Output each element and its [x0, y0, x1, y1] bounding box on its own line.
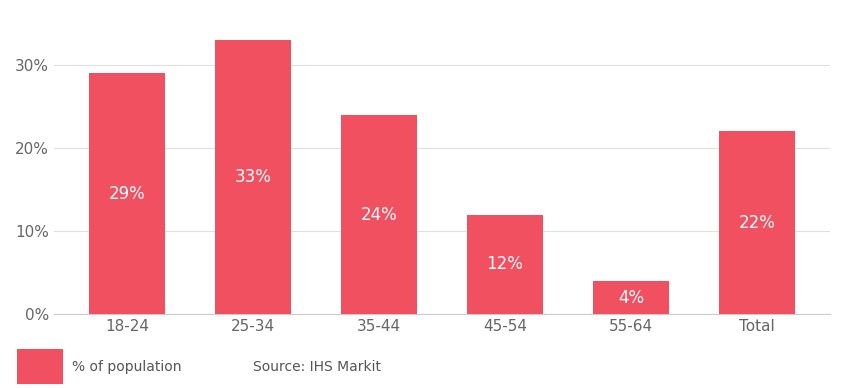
Text: 24%: 24% [360, 206, 397, 223]
Bar [592, 281, 668, 314]
Bar [89, 73, 165, 314]
Bar [341, 115, 416, 314]
Text: 33%: 33% [235, 168, 271, 186]
Text: 22%: 22% [738, 214, 775, 232]
Bar [467, 215, 542, 314]
Bar [718, 132, 793, 314]
FancyBboxPatch shape [11, 348, 69, 386]
Text: % of population: % of population [72, 360, 181, 374]
Text: Source: IHS Markit: Source: IHS Markit [253, 360, 381, 374]
Text: 12%: 12% [486, 255, 522, 274]
Bar [215, 40, 290, 314]
Text: 4%: 4% [617, 289, 643, 307]
Text: 29%: 29% [108, 185, 145, 203]
